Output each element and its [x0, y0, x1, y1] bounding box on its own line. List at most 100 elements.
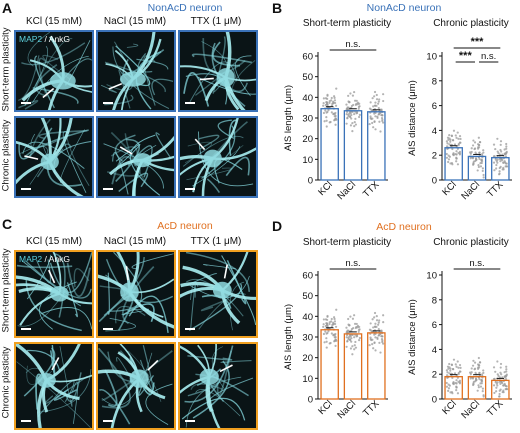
data-point [326, 324, 329, 328]
data-point [357, 330, 360, 334]
data-point [353, 90, 356, 94]
data-point [374, 115, 377, 118]
data-point [482, 394, 485, 397]
data-point [375, 104, 378, 107]
data-point [353, 121, 356, 124]
data-point [322, 323, 325, 326]
bar [367, 332, 386, 400]
data-point [333, 336, 336, 339]
data-point [505, 142, 508, 146]
y-tick-label: 10 [426, 52, 437, 63]
data-point [457, 142, 460, 146]
x-tick-label: KCl [440, 398, 459, 417]
data-point [476, 389, 479, 392]
data-point [375, 319, 379, 322]
y-tick-label: 6 [432, 101, 437, 112]
neuron-image [98, 32, 174, 110]
data-point [503, 375, 507, 379]
data-point [325, 125, 328, 128]
data-point [373, 120, 376, 123]
data-point [348, 324, 351, 327]
data-point [456, 131, 459, 134]
micrograph-a-chronic-nacl [96, 116, 176, 198]
data-point [495, 382, 498, 385]
data-point [502, 389, 505, 392]
data-point [348, 338, 352, 341]
micrograph-c-short-ttx [178, 250, 258, 338]
data-point [472, 139, 475, 142]
data-point [324, 109, 327, 112]
bar [491, 379, 510, 400]
data-point [500, 150, 503, 153]
condition-label-c-1: KCl (15 mM) [25, 236, 83, 247]
data-point [382, 121, 385, 124]
data-point [377, 106, 380, 110]
data-point [345, 326, 348, 329]
bar [467, 376, 487, 400]
data-point [482, 176, 485, 179]
data-point [477, 356, 480, 360]
data-point [377, 102, 380, 105]
data-point [492, 143, 496, 146]
data-point [357, 115, 361, 119]
data-point [447, 387, 451, 390]
data-point [447, 154, 450, 157]
scale-bar [185, 420, 195, 422]
data-point [497, 152, 500, 155]
data-point [499, 140, 503, 143]
micrograph-a-chronic-kcl [14, 116, 94, 198]
data-point [476, 367, 480, 371]
data-point [351, 130, 354, 133]
data-point [456, 360, 459, 363]
data-point [471, 144, 475, 147]
data-point [499, 160, 502, 163]
scale-bar [21, 102, 31, 104]
data-point [472, 162, 475, 166]
panel-c-title: AcD neuron [157, 220, 213, 232]
significance-label: n.s. [481, 51, 496, 62]
data-point [334, 325, 338, 328]
data-point [458, 150, 462, 153]
data-point [455, 136, 458, 139]
data-point [497, 374, 500, 377]
row-label-c-chronic: Chronic plasticity [0, 346, 12, 419]
data-point [505, 145, 508, 148]
data-point [326, 331, 329, 335]
data-point [473, 147, 477, 150]
data-point [324, 330, 327, 333]
data-point [352, 327, 355, 330]
data-point [382, 99, 385, 103]
data-point [348, 101, 351, 104]
data-point [355, 322, 358, 326]
data-point [377, 328, 380, 331]
data-point [492, 378, 495, 381]
data-point [504, 384, 507, 388]
data-point [449, 140, 452, 143]
data-point [452, 358, 456, 361]
data-point [330, 325, 334, 328]
data-point [481, 387, 485, 390]
y-axis-label: AIS length (μm) [283, 85, 294, 151]
data-point [451, 392, 454, 395]
significance-label: *** [459, 50, 473, 62]
data-point [473, 367, 477, 370]
data-point [377, 321, 380, 324]
micrograph-c-chronic-ttx [178, 342, 258, 430]
data-point [372, 105, 375, 108]
data-point [371, 342, 374, 346]
data-point [455, 365, 458, 368]
y-axis-label: AIS distance (μm) [407, 80, 418, 156]
data-point [377, 100, 380, 103]
row-label-a-short: Short-term plasticity [0, 27, 12, 112]
data-point [372, 326, 375, 329]
neuron-image [16, 32, 92, 110]
data-point [347, 94, 350, 97]
panel-letter-c: C [2, 216, 13, 232]
data-point [322, 318, 325, 321]
data-point [373, 95, 376, 98]
data-point [334, 104, 338, 107]
scale-bar [103, 420, 113, 422]
data-point [375, 93, 378, 97]
chart-title: Chronic plasticity [433, 18, 509, 29]
data-point [373, 333, 376, 336]
